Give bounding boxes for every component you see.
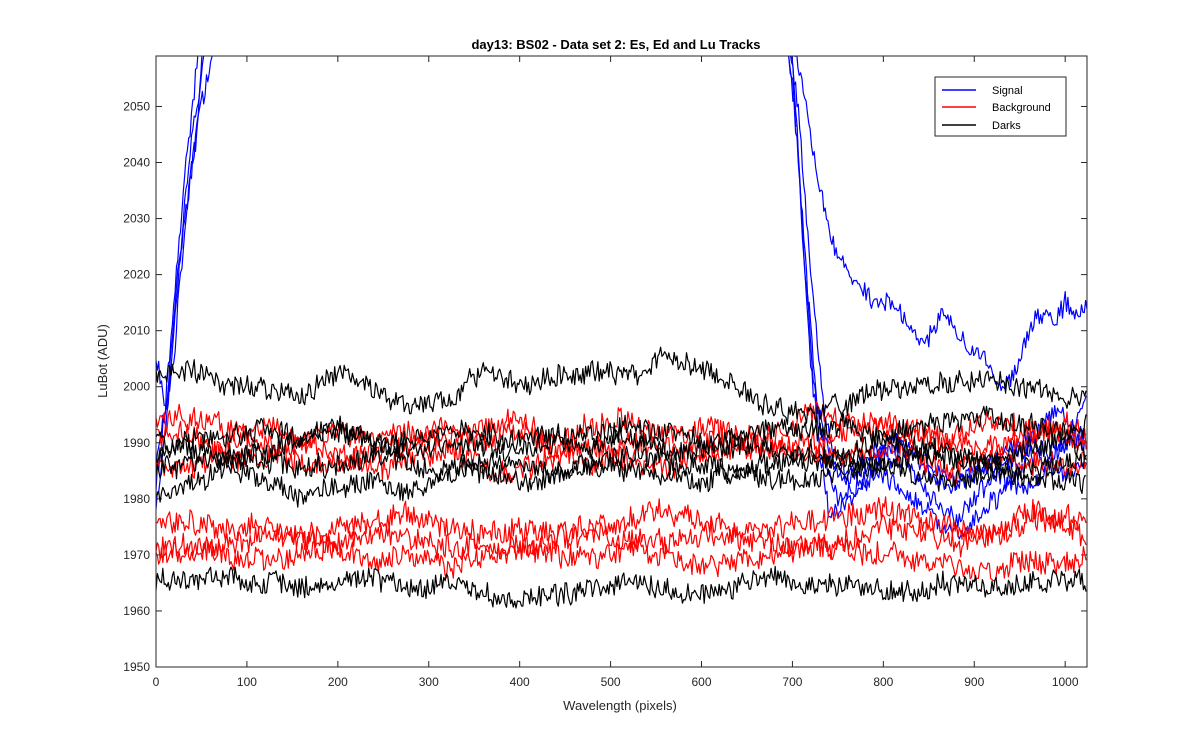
y-tick-label: 2000 xyxy=(123,380,150,394)
y-tick-label: 1960 xyxy=(123,604,150,618)
y-tick-label: 2050 xyxy=(123,99,150,113)
x-tick-label: 1000 xyxy=(1052,675,1079,689)
y-axis-label: LuBot (ADU) xyxy=(95,324,110,398)
series-line-signal-3 xyxy=(156,56,1087,490)
legend: Signal Background Darks xyxy=(934,76,1067,137)
series-layer xyxy=(156,56,1087,609)
x-tick-label: 300 xyxy=(419,675,439,689)
y-tick-label: 2040 xyxy=(123,156,150,170)
x-axis-label: Wavelength (pixels) xyxy=(563,698,677,713)
series-line-signal-4 xyxy=(794,56,1087,392)
x-tick-label: 400 xyxy=(510,675,530,689)
series-line-darks-15 xyxy=(156,454,1087,508)
legend-label-signal: Signal xyxy=(992,85,1023,97)
x-tick-label: 600 xyxy=(691,675,711,689)
x-tick-label: 0 xyxy=(153,675,160,689)
x-tick-label: 900 xyxy=(964,675,984,689)
series-line-darks-14 xyxy=(156,439,1087,483)
series-line-signal-2 xyxy=(156,56,1087,495)
y-tick-label: 2030 xyxy=(123,212,150,226)
y-tick-label: 1980 xyxy=(123,492,150,506)
x-tick-label: 500 xyxy=(601,675,621,689)
series-line-background-8 xyxy=(156,496,1087,551)
legend-label-background: Background xyxy=(992,102,1051,114)
x-tick-label: 100 xyxy=(237,675,257,689)
x-tick-label: 800 xyxy=(873,675,893,689)
series-line-background-5 xyxy=(156,400,1087,475)
series-line-background-7 xyxy=(156,412,1087,483)
y-tick-label: 2010 xyxy=(123,324,150,338)
plot-area-border xyxy=(155,55,1088,668)
series-line-darks-13 xyxy=(156,415,1087,472)
x-tick-label: 200 xyxy=(328,675,348,689)
y-tick-label: 1990 xyxy=(123,436,150,450)
series-line-background-10 xyxy=(156,532,1087,582)
series-line-background-6 xyxy=(156,408,1087,486)
x-tick-label: 700 xyxy=(782,675,802,689)
series-line-darks-11 xyxy=(156,346,1087,426)
ticks-layer: 0 100 200 300 400 500 600 700 800 900 1000 1950 1960… xyxy=(123,56,1087,689)
y-tick-label: 1950 xyxy=(123,660,150,674)
y-tick-label: 2020 xyxy=(123,268,150,282)
y-tick-label: 1970 xyxy=(123,548,150,562)
series-line-signal-1 xyxy=(156,56,1087,540)
chart-title: day13: BS02 - Data set 2: Es, Ed and Lu … xyxy=(471,37,760,52)
series-line-signal-0 xyxy=(156,56,1087,528)
series-line-darks-16 xyxy=(156,565,1087,609)
legend-label-darks: Darks xyxy=(992,120,1021,132)
series-line-background-9 xyxy=(156,498,1087,564)
